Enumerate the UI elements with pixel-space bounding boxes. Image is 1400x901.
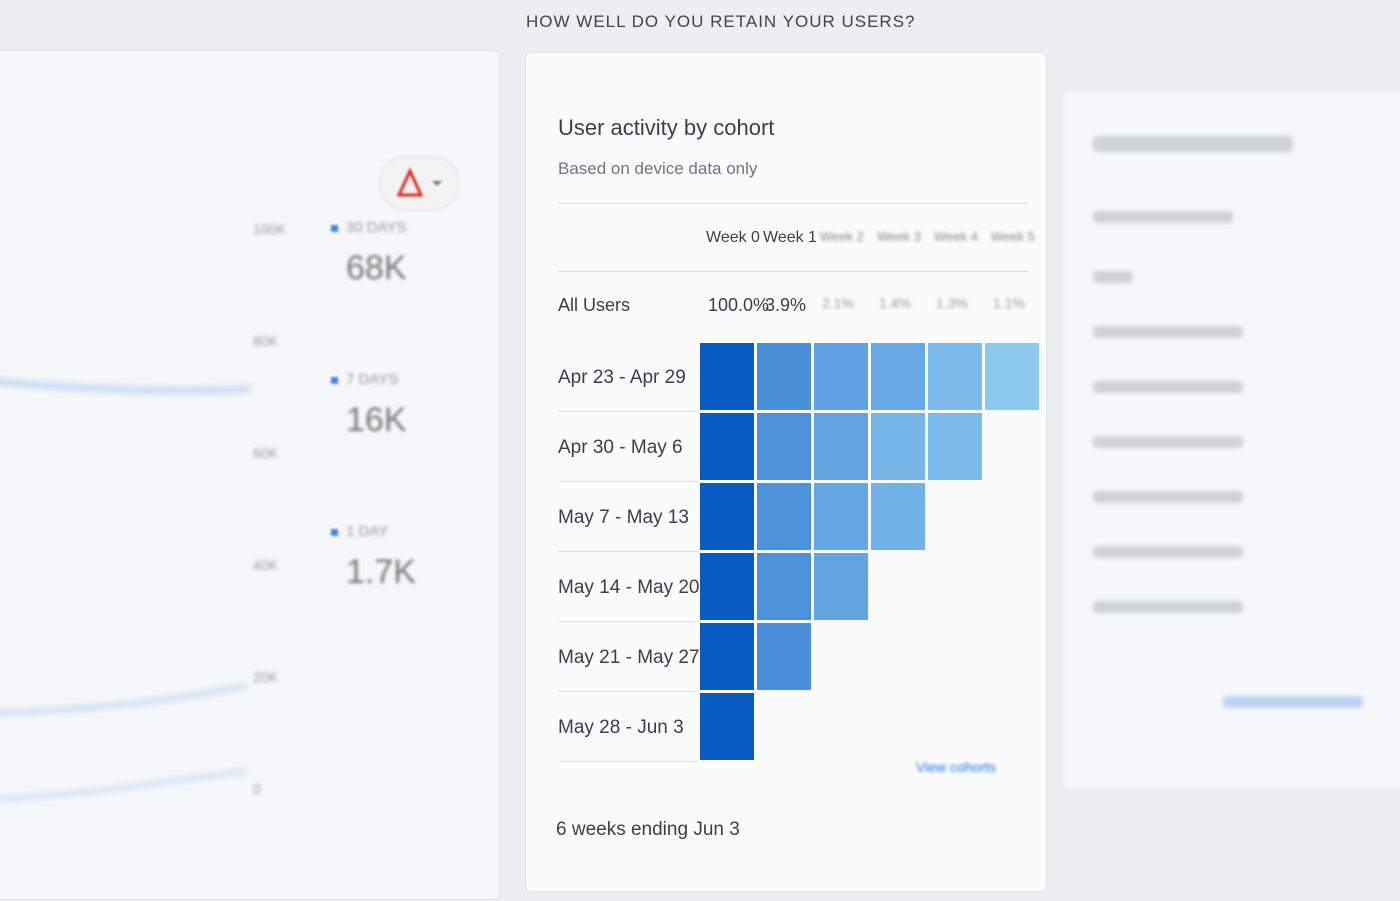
cohort-label: May 28 - Jun 3 [558,717,684,738]
cohort-cell [700,483,754,550]
row-divider [558,411,698,412]
placeholder [1093,326,1243,338]
card-title: User activity by cohort [558,115,775,140]
y-tick-label: 20K [253,669,278,685]
line-30-days [0,377,252,395]
row-divider [558,481,698,482]
cohort-cell [757,343,811,410]
y-tick-label: 80K [253,333,278,349]
cohort-cell [700,693,754,760]
column-header: Week 2 [820,229,864,244]
cohort-cell [814,413,868,480]
placeholder [1093,546,1243,558]
row-divider [558,691,698,692]
legend-label: 7 DAYS [346,371,399,388]
cohort-cell [757,623,811,690]
legend-label: 30 DAYS [346,219,407,236]
alert-icon [396,167,442,197]
divider [558,203,1028,204]
cohort-cell [985,343,1039,410]
cohort-cell [928,413,982,480]
row-divider [558,621,698,622]
placeholder [1093,491,1243,503]
y-tick-label: 100K [253,221,286,237]
all-users-value: 1.1% [993,295,1025,311]
trend-lines [0,377,252,803]
cohort-label: Apr 23 - Apr 29 [558,367,686,388]
legend-label: 1 DAY [346,523,389,540]
column-header: Week 3 [877,229,921,244]
placeholder [1223,696,1363,708]
y-tick-label: 40K [253,557,278,573]
cohort-cell [814,343,868,410]
right-panel [1062,90,1400,790]
cohort-cell [814,483,868,550]
placeholder [1093,211,1233,223]
cohort-cell [814,553,868,620]
section-heading: HOW WELL DO YOU RETAIN YOUR USERS? [526,12,916,31]
placeholder [1093,381,1243,393]
legend-value: 68K [346,249,407,287]
cohort-card: User activity by cohort Based on device … [525,52,1047,892]
row-divider [558,761,698,762]
cohort-label: May 7 - May 13 [558,507,689,528]
column-header: Week 5 [991,229,1035,244]
y-tick-label: 60K [253,445,278,461]
cohort-cell [757,553,811,620]
legend-value: 16K [346,401,407,439]
alert-button[interactable] [379,156,459,210]
legend-marker [331,225,338,232]
all-users-value: 1.3% [936,295,968,311]
all-users-value: 3.9% [765,295,807,315]
line-1-day [0,767,247,803]
cohort-cell [928,343,982,410]
row-divider [558,551,698,552]
cohort-label: Apr 30 - May 6 [558,437,683,458]
cohort-cell [700,343,754,410]
cohort-cell [871,483,925,550]
cohort-cell [757,413,811,480]
cohort-cell [700,623,754,690]
y-tick-label: 0 [253,781,261,797]
cohort-cell [700,553,754,620]
all-users-value: 2.1% [822,295,854,311]
cohort-cell [871,343,925,410]
cohort-label: May 21 - May 27 [558,647,700,668]
line-7-days [0,682,247,717]
legend-marker [331,529,338,536]
all-users-value: 1.4% [879,295,911,311]
cohort-cell [700,413,754,480]
legend-value: 1.7K [346,553,416,591]
divider [558,271,1028,272]
legend-marker [331,377,338,384]
page: HOW WELL DO YOU RETAIN YOUR USERS? 100K 8… [0,12,1400,900]
card-subtitle: Based on device data only [558,159,758,178]
column-header: Week 4 [934,229,978,244]
left-panel: 100K 80K 60K 40K 20K 0 30 DAYS 68K 7 DAYS 16K 1 D… [0,50,500,900]
placeholder [1093,136,1293,152]
column-header: Week 1 [763,229,817,246]
cohort-label: May 14 - May 20 [558,577,700,598]
placeholder [1093,436,1243,448]
all-users-value: 100.0% [708,295,770,315]
cohort-cell [757,483,811,550]
placeholder [1093,601,1243,613]
cohort-cell [871,413,925,480]
placeholder [1093,271,1133,283]
column-header: Week 0 [706,229,760,246]
all-users-label: All Users [558,295,631,315]
view-link[interactable]: View cohorts [916,759,996,775]
footer: 6 weeks ending Jun 3 [556,819,740,840]
